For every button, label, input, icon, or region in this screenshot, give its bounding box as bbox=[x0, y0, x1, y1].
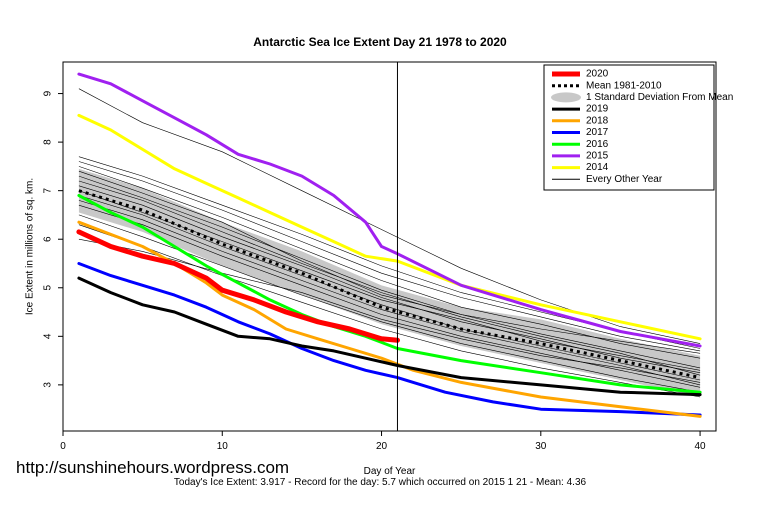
other-year-line-4 bbox=[78, 185, 701, 373]
x-tick-label-20: 20 bbox=[376, 441, 388, 452]
x-axis: 0 10 20 30 40 Day of Year bbox=[60, 431, 706, 477]
y-axis-label: Ice Extent in millions of sq. km. bbox=[25, 178, 36, 315]
plot-frame bbox=[62, 61, 717, 432]
other-years-group bbox=[78, 88, 701, 398]
other-year-line-8 bbox=[78, 224, 701, 398]
mean-line bbox=[78, 189, 701, 380]
x-tick-label-0: 0 bbox=[60, 441, 66, 452]
other-year-line-11 bbox=[78, 238, 701, 383]
legend-label-4: 2018 bbox=[586, 115, 609, 126]
legend-label-9: Every Other Year bbox=[586, 174, 663, 185]
legend-label-8: 2014 bbox=[586, 162, 609, 173]
other-year-line-9 bbox=[78, 170, 701, 354]
y-tick-label-7: 7 bbox=[43, 187, 54, 193]
y-tick-label-4: 4 bbox=[43, 333, 54, 339]
series-line-2017 bbox=[77, 262, 702, 417]
other-year-line-12 bbox=[78, 88, 701, 344]
x-tick-label-10: 10 bbox=[217, 441, 229, 452]
chart-title: Antarctic Sea Ice Extent Day 21 1978 to … bbox=[253, 35, 507, 49]
other-year-line-13 bbox=[78, 161, 701, 352]
series-line-2020 bbox=[76, 229, 400, 343]
legend-label-7: 2015 bbox=[586, 151, 609, 162]
legend-label-6: 2016 bbox=[586, 139, 609, 150]
y-axis: 3 4 5 6 7 8 9 Ice Extent in millions of sq. km. bbox=[25, 90, 63, 388]
legend-label-3: 2019 bbox=[586, 104, 609, 115]
y-tick-label-6: 6 bbox=[43, 236, 54, 242]
footer-summary: Today's Ice Extent: 3.917 - Record for t… bbox=[173, 477, 587, 488]
other-year-line-5 bbox=[78, 195, 701, 381]
other-year-line-7 bbox=[78, 214, 701, 393]
other-year-line-14 bbox=[78, 180, 701, 376]
legend-label-0: 2020 bbox=[586, 69, 609, 80]
y-tick-label-5: 5 bbox=[43, 285, 54, 291]
legend-label-1: Mean 1981-2010 bbox=[586, 80, 662, 91]
legend-label-5: 2017 bbox=[586, 127, 609, 138]
x-tick-label-40: 40 bbox=[695, 441, 707, 452]
highlight-series-group bbox=[76, 72, 702, 418]
other-year-line-6 bbox=[78, 204, 701, 388]
other-year-line-15 bbox=[78, 200, 701, 386]
blog-url: http://sunshinehours.wordpress.com bbox=[16, 458, 290, 477]
series-line-2019 bbox=[77, 276, 702, 397]
legend-label-2: 1 Standard Deviation From Mean bbox=[586, 92, 733, 103]
legend-swatch-2 bbox=[551, 92, 581, 103]
series-line-2014 bbox=[77, 113, 702, 341]
y-tick-label-3: 3 bbox=[43, 382, 54, 388]
x-axis-label: Day of Year bbox=[364, 466, 416, 477]
series-line-2018 bbox=[77, 220, 702, 418]
other-year-line-10 bbox=[78, 190, 701, 371]
other-year-line-3 bbox=[78, 175, 701, 369]
y-tick-label-9: 9 bbox=[43, 90, 54, 96]
y-tick-label-8: 8 bbox=[43, 139, 54, 145]
series-line-2015 bbox=[77, 72, 702, 348]
x-tick-label-30: 30 bbox=[535, 441, 547, 452]
